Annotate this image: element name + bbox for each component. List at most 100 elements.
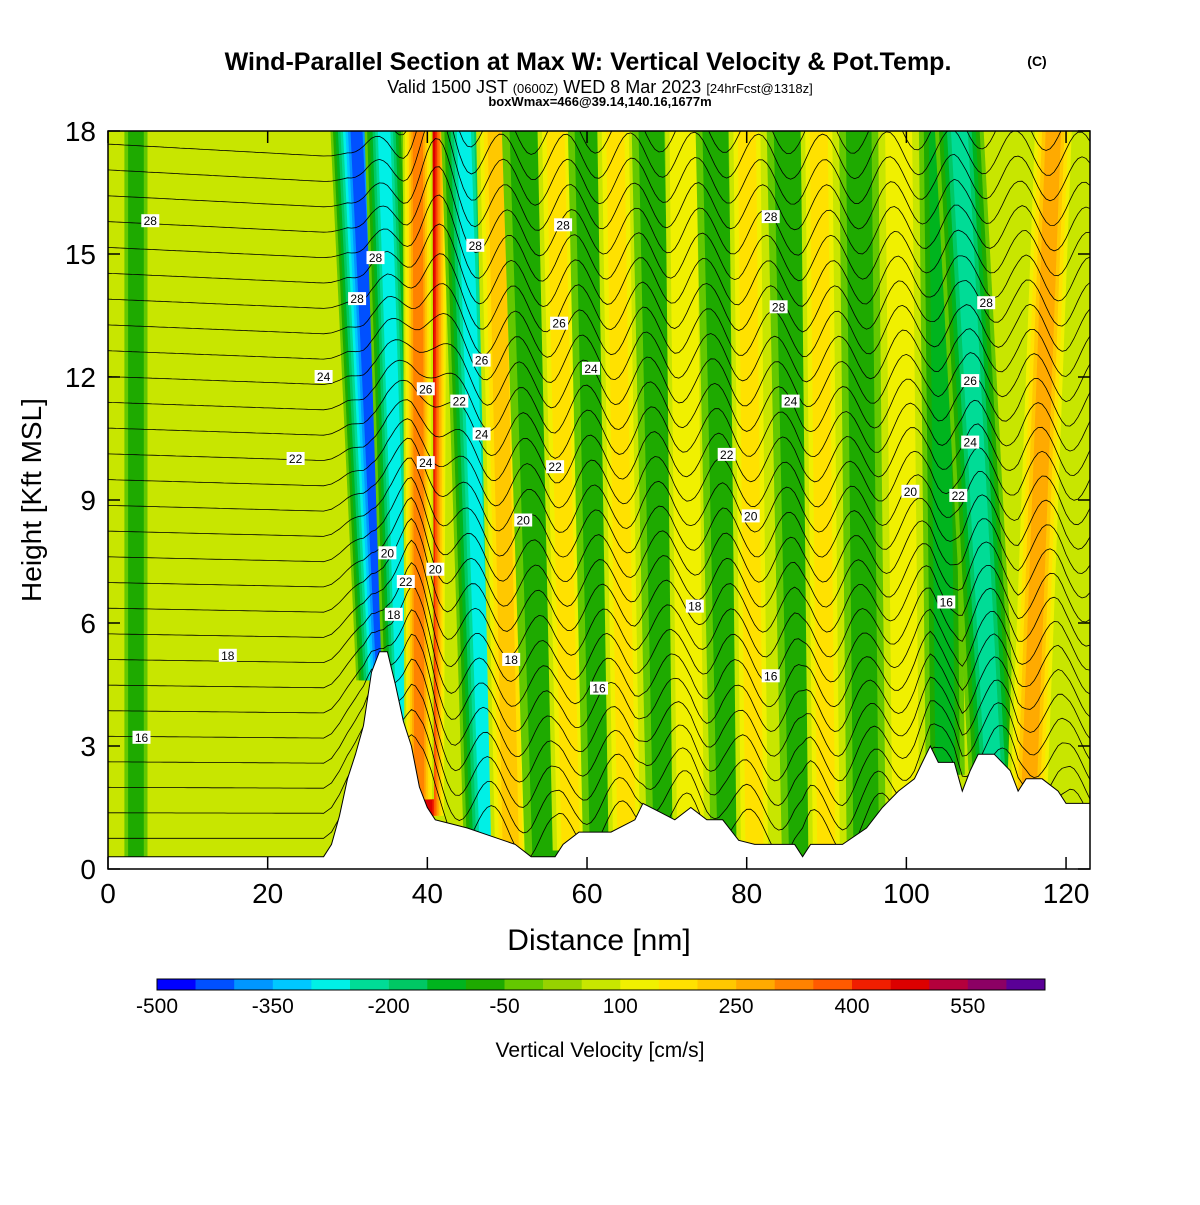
colorbar-swatch-0: [157, 979, 196, 990]
theta-contour-23: [108, 194, 1090, 282]
colorbar-tick-label-0: -500: [136, 995, 178, 1018]
y-tick-label-4: 12: [65, 362, 96, 393]
contour-label-33: 24: [961, 435, 980, 450]
svg-text:18: 18: [505, 653, 519, 667]
contour-label-1: 28: [366, 251, 385, 265]
contour-label-2: 28: [348, 292, 367, 306]
x-tick-label-0: 0: [100, 878, 116, 909]
colorbar-tick-label-2: -200: [368, 995, 410, 1018]
colorbar-swatch-15: [736, 979, 775, 990]
theta-contour-15: [108, 399, 1090, 484]
colorbar-frame: [156, 978, 1046, 991]
velocity-band-15-2: [809, 131, 836, 857]
svg-text:20: 20: [517, 514, 531, 528]
svg-text:26: 26: [964, 374, 978, 388]
x-tick-label-2: 40: [412, 878, 443, 909]
velocity-band-4-5: [456, 131, 494, 848]
svg-text:28: 28: [350, 292, 364, 306]
colorbar-swatch-11: [581, 979, 621, 990]
svg-text:22: 22: [720, 448, 734, 462]
svg-text:18: 18: [688, 600, 702, 614]
contour-label-25: 16: [761, 669, 780, 683]
colorbar-swatch-14: [697, 979, 737, 990]
svg-text:24: 24: [584, 362, 598, 376]
x-axis-label: Distance [nm]: [507, 924, 690, 957]
plot-area: 28 28 28 24 22 18 16 20 22 18 20 24 26 22 24 26 28 28 26 24…: [108, 131, 1090, 869]
velocity-band-7-2: [546, 131, 580, 851]
contour-label-15: 26: [472, 353, 491, 368]
x-tick-label-4: 80: [731, 878, 762, 909]
contour-label-27: 22: [717, 447, 736, 462]
contour-label-12: 26: [416, 382, 435, 396]
theta-contour-7: [108, 562, 1090, 683]
chart-title: Wind-Parallel Section at Max W: Vertical…: [225, 48, 952, 76]
svg-text:22: 22: [453, 395, 467, 409]
colorbar-swatch-13: [658, 979, 698, 990]
theta-contour-13: [108, 437, 1090, 533]
colorbar-swatch-16: [774, 979, 814, 990]
theta-contours: [108, 131, 1090, 859]
theta-contour-27: [108, 131, 1090, 181]
svg-text:16: 16: [764, 669, 778, 683]
contour-labels: 28 28 28 24 22 18 16 20 22 18 20 24 26 22 24 26 28 28 26 24…: [132, 210, 996, 745]
colorbar-swatch-2: [234, 979, 274, 990]
velocity-band-20-4: [1021, 131, 1062, 792]
velocity-band-14-1: [773, 131, 816, 869]
x-tick-label-3: 60: [571, 878, 602, 909]
theta-contour-4: [108, 633, 1090, 757]
theta-contour-17: [108, 359, 1090, 434]
colorbar: -500 -350 -200 -50 100 250 400 550: [136, 978, 1046, 1018]
svg-text:28: 28: [772, 300, 786, 314]
colorbar-tick-label-5: 250: [719, 995, 754, 1018]
contour-label-36: 16: [937, 595, 956, 610]
colorbar-swatch-19: [890, 979, 930, 990]
contour-label-32: 22: [949, 488, 968, 503]
velocity-band-10-1: [638, 131, 679, 828]
contour-label-18: 26: [550, 316, 569, 331]
velocity-band-13-2: [737, 131, 764, 857]
svg-text:24: 24: [784, 395, 798, 409]
theta-contour-28: [323, 131, 1062, 155]
x-tick-label-6: 120: [1043, 878, 1090, 909]
y-tick-label-2: 6: [80, 608, 96, 639]
theta-contour-9: [108, 518, 1090, 633]
contour-label-13: 22: [450, 394, 469, 409]
contour-label-35: 28: [977, 296, 996, 310]
svg-text:22: 22: [289, 452, 303, 466]
colorbar-swatch-6: [388, 979, 428, 990]
colorbar-swatch-1: [195, 979, 235, 990]
velocity-band-9-2: [606, 131, 636, 837]
contour-label-5: 18: [218, 648, 237, 663]
y-tick-label-5: 15: [65, 239, 96, 270]
velocity-band-16-1: [845, 131, 879, 841]
svg-text:24: 24: [964, 436, 978, 450]
contour-label-22: 18: [502, 652, 521, 667]
theta-contour-18: [108, 339, 1090, 409]
contour-label-8: 22: [396, 575, 415, 589]
box-wmax-line: boxWmax=466@39.14,140.16,1677m: [488, 94, 711, 109]
colorbar-swatch-22: [1006, 979, 1046, 990]
contour-label-30: 28: [761, 210, 780, 224]
contour-label-17: 28: [554, 218, 573, 232]
y-tick-label-3: 9: [80, 485, 96, 516]
theta-contour-22: [108, 223, 1090, 308]
colorbar-swatch-20: [929, 979, 969, 990]
theta-contour-16: [108, 379, 1090, 459]
theta-contour-12: [108, 457, 1090, 558]
velocity-band-19-4: [950, 131, 1002, 771]
contour-label-11: 24: [416, 456, 435, 470]
svg-text:20: 20: [744, 509, 758, 523]
theta-contour-10: [108, 497, 1090, 608]
contour-label-9: 18: [384, 607, 403, 622]
velocity-band-11-2: [673, 131, 700, 820]
x-tick-label-1: 20: [252, 878, 283, 909]
colorbar-swatch-17: [813, 979, 853, 990]
colorbar-swatch-8: [465, 979, 505, 990]
contour-label-3: 24: [314, 370, 333, 384]
colorbar-swatch-21: [967, 979, 1007, 990]
colorbar-swatch-18: [852, 979, 891, 990]
contour-label-7: 20: [378, 546, 397, 560]
svg-text:28: 28: [764, 210, 778, 224]
valid-time: Valid 1500 JST: [387, 77, 508, 97]
